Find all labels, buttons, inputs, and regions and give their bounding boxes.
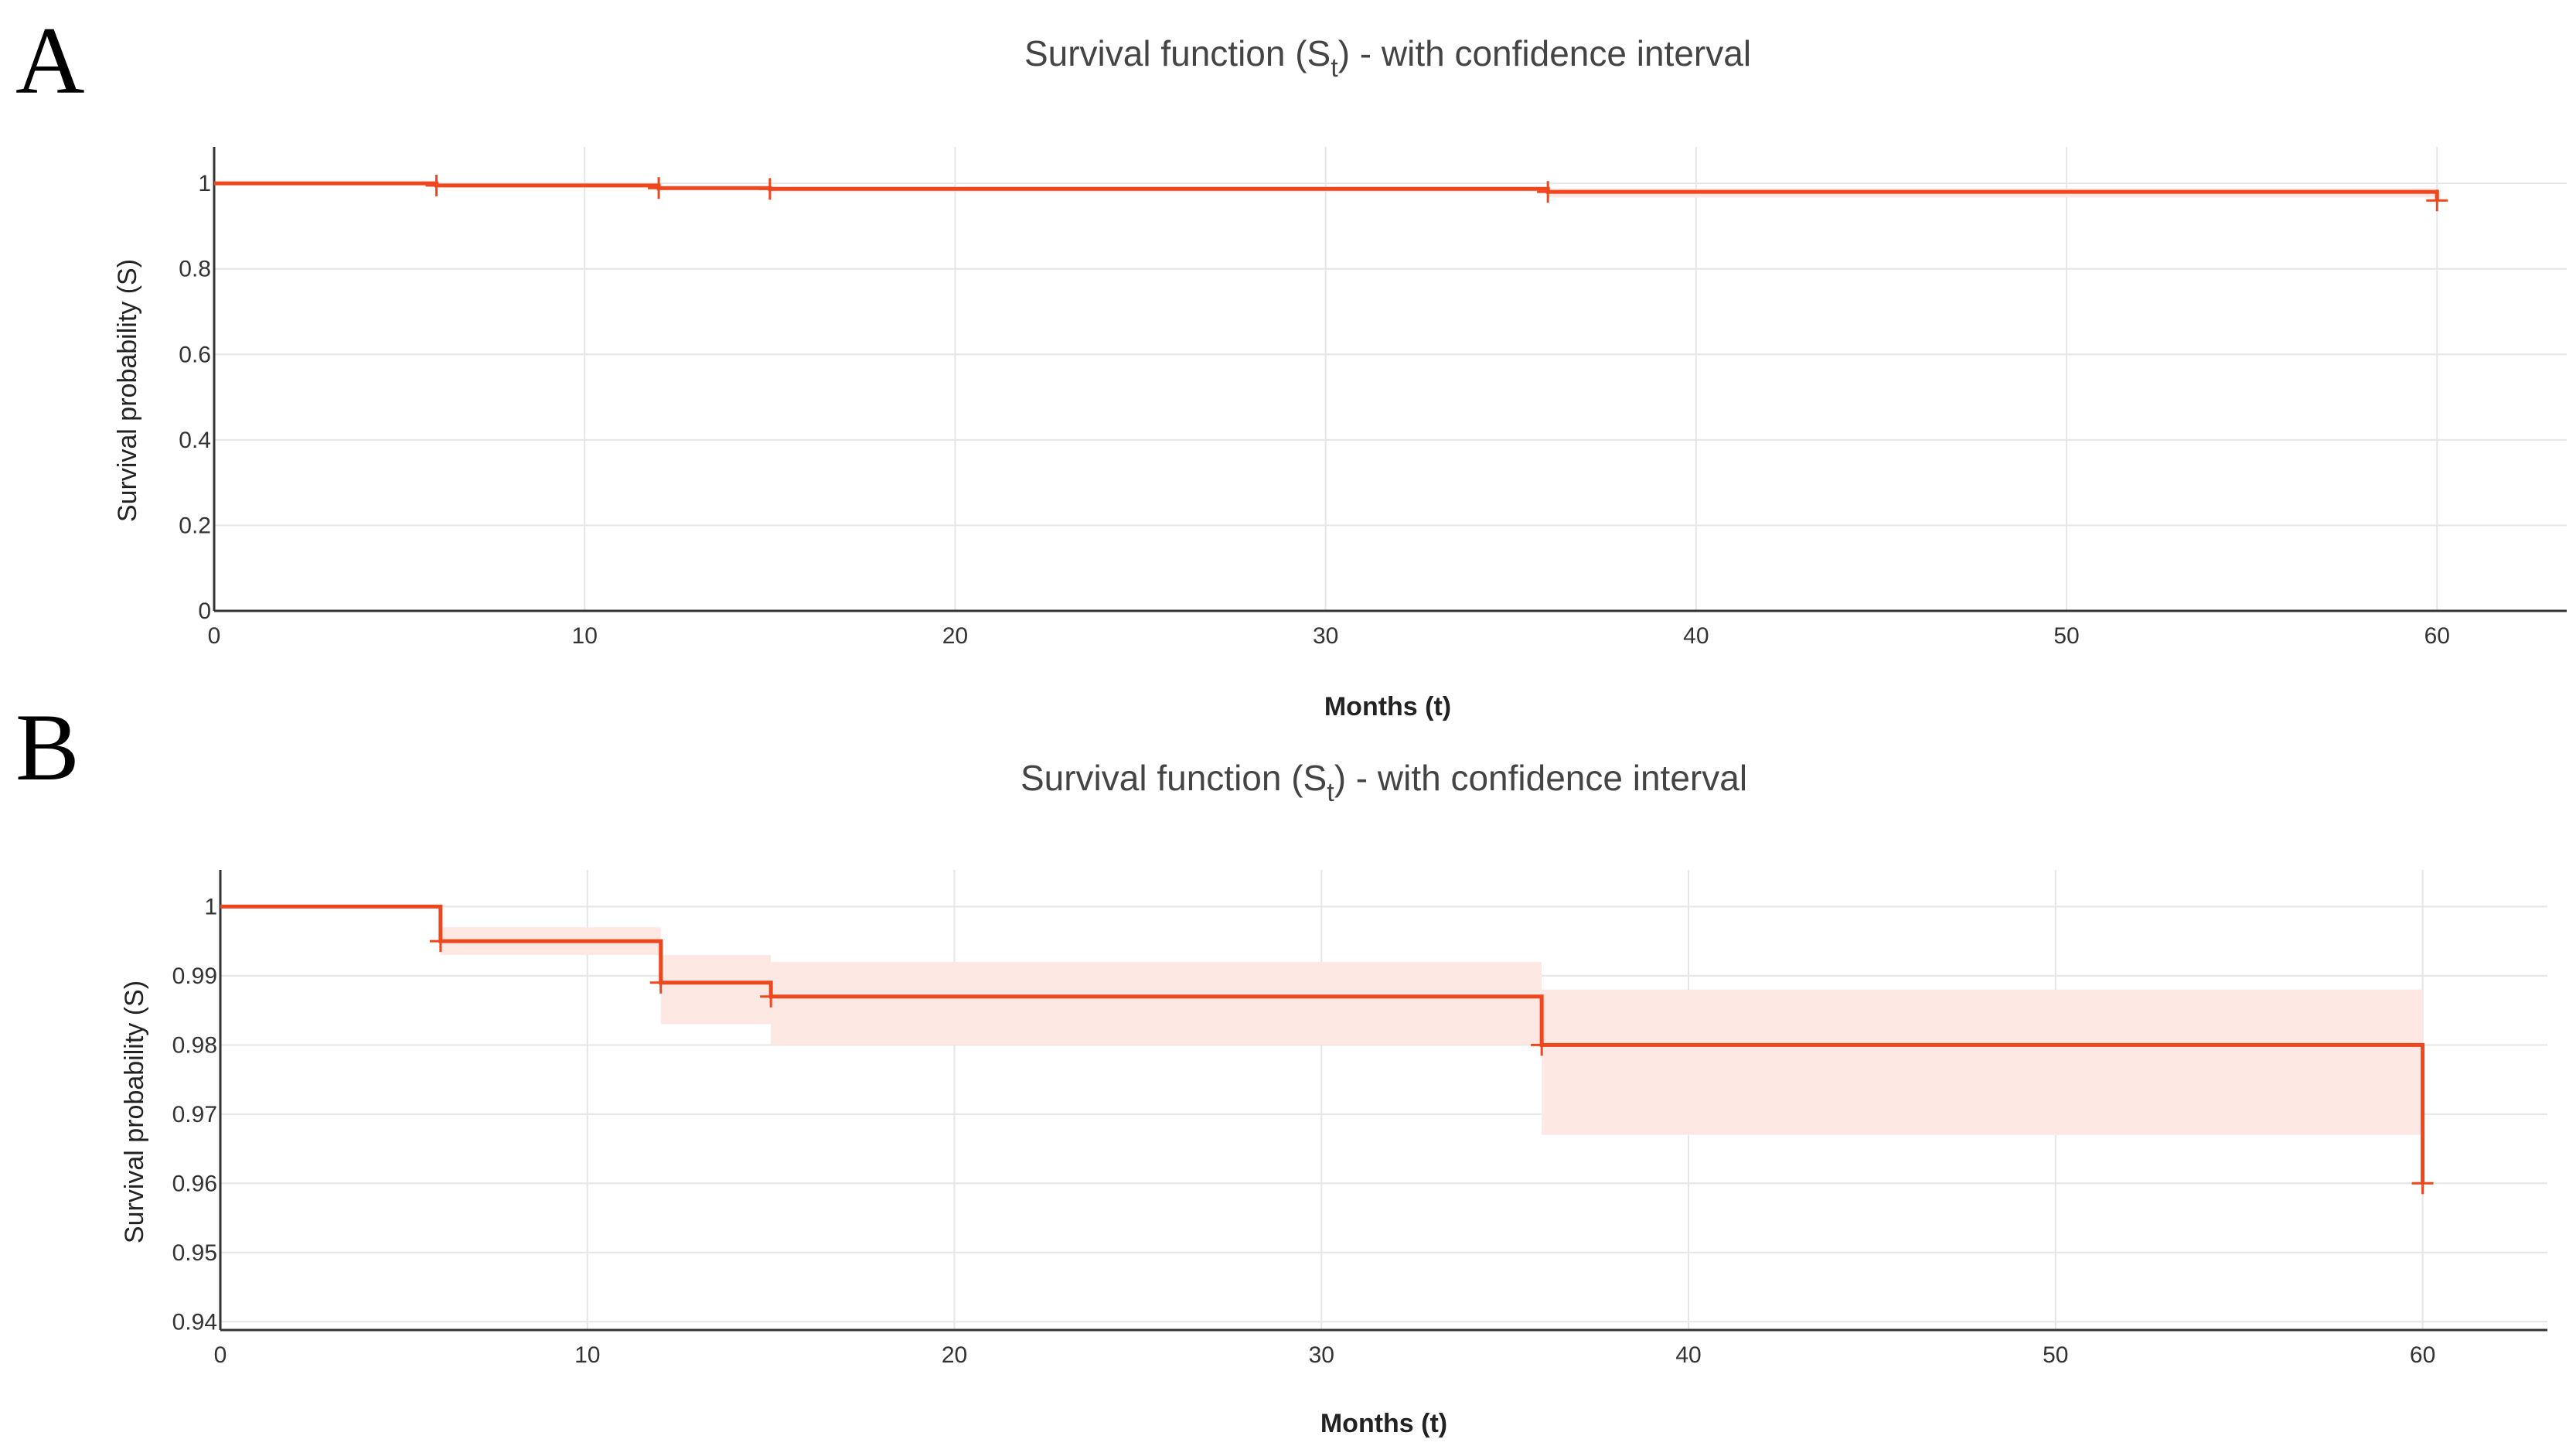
panel-letter-b: B: [15, 694, 80, 800]
x-tick-label-a: 10: [572, 623, 598, 649]
y-tick-label-b: 0.97: [172, 1102, 217, 1127]
censor-mark-b: [760, 985, 782, 1008]
y-tick-label-b: 0.98: [172, 1032, 217, 1058]
y-tick-label-b: 0.94: [172, 1309, 217, 1335]
chart-b: 0 10 20 30 40 50 60 0.94 0.95 0.96 0.97 0.98 0.99 1: [172, 870, 2547, 1368]
y-tick-label-b: 0.99: [172, 963, 217, 989]
x-tick-label-b: 40: [1675, 1342, 1701, 1368]
x-axis-title-b: Months (t): [1320, 1409, 1447, 1438]
panel-a: A Survival function (St) - with confiden…: [15, 8, 2567, 721]
censor-mark-a: [648, 177, 670, 200]
x-tick-label-b: 10: [574, 1342, 600, 1368]
censor-mark-b: [2411, 1172, 2434, 1195]
x-tick-label-a: 60: [2424, 623, 2450, 649]
chart-title-a: Survival function (St) - with confidence…: [1024, 33, 1751, 83]
censor-mark-b: [1531, 1034, 1553, 1056]
censor-mark-b: [429, 930, 451, 953]
chart-title-b: Survival function (St) - with confidence…: [1021, 758, 1747, 807]
censor-mark-a: [425, 174, 448, 196]
y-tick-label-a: 0: [198, 599, 211, 624]
panel-b: B Survival function (St) - with confiden…: [15, 694, 2547, 1438]
x-tick-label-b: 20: [942, 1342, 967, 1368]
y-tick-label-a: 0.6: [179, 342, 211, 367]
x-tick-label-a: 30: [1313, 623, 1338, 649]
survival-curve-b: [220, 904, 2425, 1184]
censor-mark-a: [1537, 181, 1559, 203]
x-tick-label-b: 50: [2043, 1342, 2068, 1368]
censor-mark-a: [2426, 189, 2448, 212]
chart-a: 0 10 20 30 40 50 60 0 0.2 0.4 0.6 0.8 1: [179, 147, 2567, 649]
censor-mark-a: [758, 178, 781, 200]
panel-letter-a: A: [15, 8, 85, 114]
y-tick-label-a: 1: [198, 171, 211, 196]
x-axis-title-a: Months (t): [1324, 692, 1451, 721]
x-tick-label-b: 0: [214, 1342, 227, 1368]
x-tick-label-a: 40: [1683, 623, 1709, 649]
confidence-band-b: [1542, 989, 2423, 1135]
x-tick-label-a: 20: [942, 623, 968, 649]
x-tick-label-a: 50: [2053, 623, 2079, 649]
y-tick-label-b: 0.96: [172, 1171, 217, 1196]
y-axis-title-a: Survival probability (S): [113, 259, 142, 522]
y-tick-label-a: 0.2: [179, 513, 211, 538]
y-tick-label-a: 0.8: [179, 257, 211, 282]
x-tick-label-a: 0: [208, 623, 221, 649]
y-tick-label-b: 1: [204, 894, 217, 919]
y-tick-label-b: 0.95: [172, 1240, 217, 1266]
confidence-band-b: [660, 955, 772, 1025]
y-axis-title-b: Survival probability (S): [120, 980, 149, 1243]
y-tick-label-a: 0.4: [179, 428, 211, 453]
censor-mark-b: [649, 971, 672, 994]
x-tick-label-b: 60: [2410, 1342, 2435, 1368]
x-tick-label-b: 30: [1309, 1342, 1334, 1368]
confidence-band-b: [771, 961, 1542, 1045]
